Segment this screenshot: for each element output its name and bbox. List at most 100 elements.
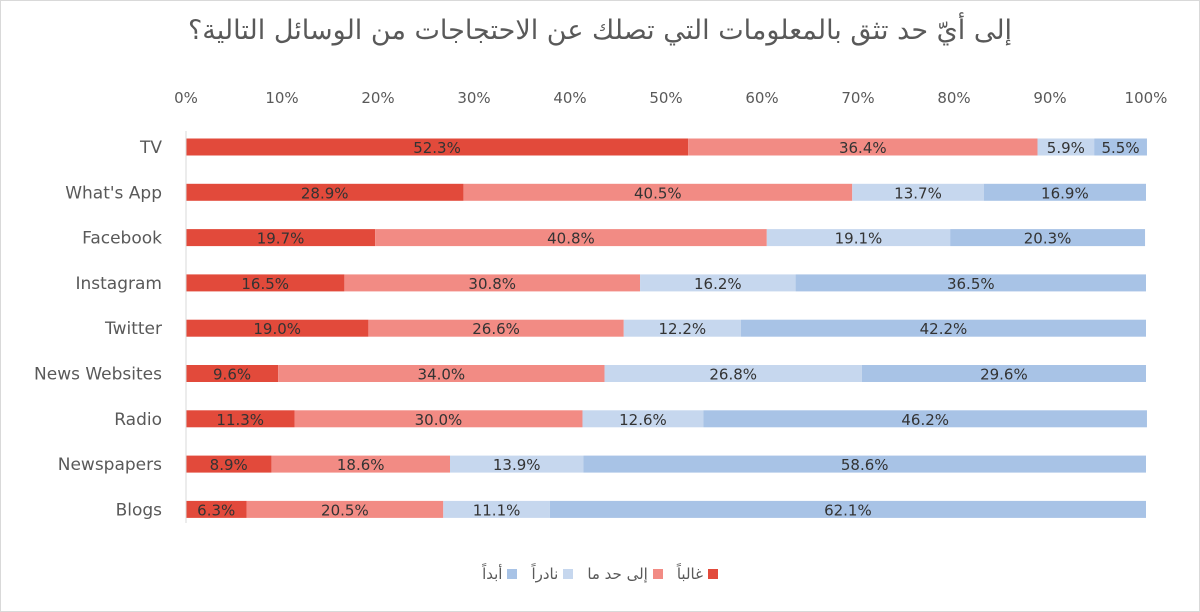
- bar-segment: [983, 183, 1146, 201]
- chart-plot: 0% 10% 20% 30% 40% 50% 60% 70% 80% 90% 100% TV 52.3%…: [34, 89, 1168, 523]
- bar-segment: [278, 365, 605, 382]
- bar-segment: [186, 500, 247, 518]
- data-label: 9.6%: [213, 366, 251, 384]
- data-label: 8.9%: [210, 456, 248, 474]
- x-tick-label: 70%: [841, 89, 874, 107]
- data-label: 20.3%: [1024, 230, 1072, 248]
- bar-segment: [549, 500, 1146, 518]
- legend-label: نادراً: [531, 565, 559, 583]
- bar-segment: [852, 183, 984, 201]
- bar-segment: [463, 183, 853, 201]
- x-tick-label: 0%: [174, 89, 198, 107]
- bar-segment: [1094, 138, 1147, 156]
- legend-label: أبداً: [482, 565, 503, 583]
- bar-segment: [688, 138, 1038, 156]
- bar-segment: [583, 455, 1146, 473]
- bar-segment: [186, 274, 345, 292]
- bar-segment: [703, 410, 1147, 428]
- bar-segment: [375, 229, 767, 247]
- data-label: 16.9%: [1041, 184, 1089, 202]
- chart-legend: غالباً إلى حد ما نادراً أبداً: [1, 565, 1199, 583]
- chart-title: إلى أيّ حد تثق بالمعلومات التي تصلك عن ا…: [187, 15, 1013, 46]
- legend-swatch: [563, 569, 574, 579]
- bar-segment: [246, 500, 444, 518]
- bar-segment: [623, 319, 741, 337]
- bar-segment: [368, 319, 624, 337]
- bar-segment: [795, 274, 1146, 292]
- bar-segment: [186, 365, 279, 382]
- data-label: 12.6%: [619, 411, 667, 429]
- bar-segment: [294, 410, 583, 428]
- data-label: 30.8%: [468, 275, 516, 293]
- data-label: 13.7%: [894, 184, 942, 202]
- data-label: 20.5%: [321, 501, 369, 519]
- x-tick-label: 20%: [361, 89, 394, 107]
- data-label: 19.1%: [835, 230, 883, 248]
- category-label: Newspapers: [58, 455, 162, 475]
- data-label: 19.0%: [253, 320, 301, 338]
- data-label: 16.2%: [694, 275, 742, 293]
- bar-segment: [186, 229, 376, 247]
- legend-swatch: [507, 569, 518, 579]
- category-label: Twitter: [104, 319, 162, 339]
- data-label: 58.6%: [841, 456, 889, 474]
- data-label: 26.6%: [472, 320, 520, 338]
- bar-segment: [740, 319, 1146, 337]
- data-label: 34.0%: [418, 366, 466, 384]
- data-label: 42.2%: [920, 320, 968, 338]
- data-label: 6.3%: [197, 501, 235, 519]
- data-label: 62.1%: [824, 501, 872, 519]
- data-label: 26.8%: [709, 366, 757, 384]
- x-tick-label: 40%: [553, 89, 586, 107]
- bar-segment: [186, 138, 689, 156]
- bar-segment: [443, 500, 550, 518]
- data-label: 29.6%: [980, 366, 1028, 384]
- x-tick-label: 60%: [745, 89, 778, 107]
- legend-item: نادراً: [531, 565, 574, 583]
- bar-segment: [861, 365, 1146, 382]
- category-label: Radio: [114, 410, 162, 430]
- data-label: 40.8%: [547, 230, 595, 248]
- bar-segment: [186, 410, 295, 428]
- bar-segment: [271, 455, 450, 473]
- x-tick-label: 10%: [265, 89, 298, 107]
- data-label: 5.5%: [1102, 139, 1140, 157]
- bar-segment: [582, 410, 704, 428]
- category-label: TV: [139, 138, 162, 158]
- bar-segment: [950, 229, 1146, 247]
- x-tick-label: 100%: [1125, 89, 1168, 107]
- legend-label: إلى حد ما: [587, 565, 648, 583]
- x-tick-label: 80%: [937, 89, 970, 107]
- data-label: 36.5%: [947, 275, 995, 293]
- legend-swatch: [707, 569, 718, 579]
- legend-item: غالباً: [677, 565, 718, 583]
- bar-segment: [1037, 138, 1095, 156]
- legend-swatch: [652, 569, 663, 579]
- data-label: 46.2%: [901, 411, 949, 429]
- category-label: Blogs: [116, 500, 163, 520]
- bar-segment: [766, 229, 951, 247]
- data-label: 18.6%: [337, 456, 385, 474]
- data-label: 12.2%: [658, 320, 706, 338]
- bar-segment: [640, 274, 796, 292]
- legend-label: غالباً: [676, 565, 703, 583]
- legend-item: أبداً: [482, 565, 518, 583]
- data-label: 36.4%: [839, 139, 887, 157]
- category-label: What's App: [65, 183, 162, 203]
- x-tick-label: 30%: [457, 89, 490, 107]
- bar-segment: [344, 274, 641, 292]
- data-label: 30.0%: [415, 411, 463, 429]
- x-tick-label: 90%: [1033, 89, 1066, 107]
- bar-segment: [186, 319, 369, 337]
- data-label: 40.5%: [634, 184, 682, 202]
- data-label: 19.7%: [257, 230, 305, 248]
- data-label: 28.9%: [301, 184, 349, 202]
- bar-segment: [186, 183, 464, 201]
- bar-segment: [186, 455, 272, 473]
- legend-item: إلى حد ما: [587, 565, 663, 583]
- category-label: News Websites: [34, 365, 162, 385]
- data-label: 13.9%: [493, 456, 541, 474]
- data-label: 11.1%: [473, 501, 521, 519]
- bar-segment: [450, 455, 584, 473]
